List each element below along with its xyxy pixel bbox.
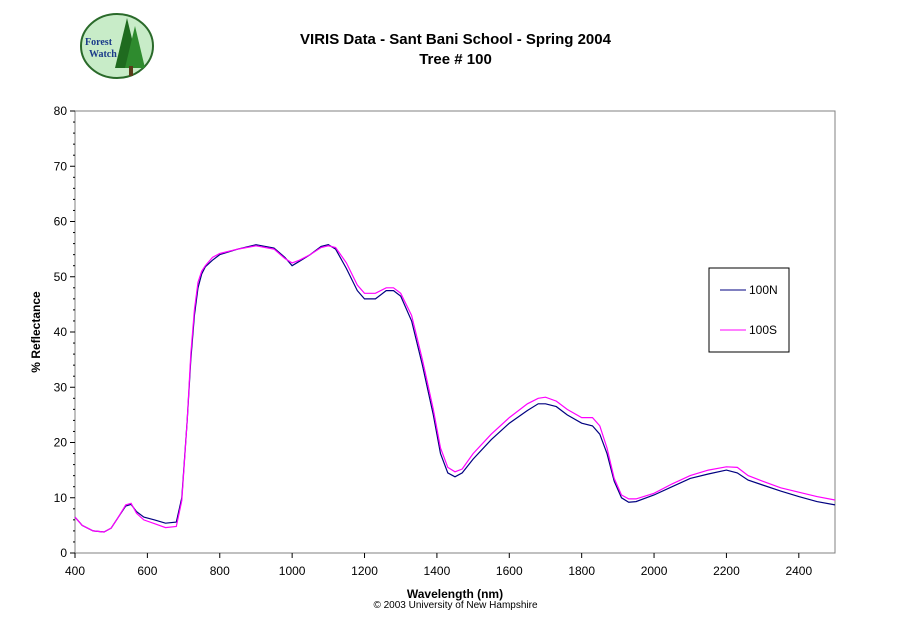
- series-lines: [74, 244, 836, 533]
- forest-watch-logo: Forest Watch: [79, 12, 155, 80]
- x-tick-label: 800: [210, 564, 230, 578]
- y-tick-label: 40: [54, 325, 68, 339]
- x-tick-label: 600: [137, 564, 157, 578]
- legend-box: [708, 267, 790, 353]
- y-tick-label: 60: [54, 215, 68, 229]
- copyright-notice: © 2003 University of New Hampshire: [373, 600, 538, 611]
- series-line-100N: [74, 244, 836, 533]
- x-tick-label: 2400: [785, 564, 812, 578]
- x-tick-label: 2200: [713, 564, 740, 578]
- x-tick-label: 1200: [351, 564, 378, 578]
- legend-label-100S: 100S: [749, 323, 777, 337]
- x-axis: 400 600 800 1000 1200 1400 1600 1800 2000 2200 240…: [65, 553, 812, 578]
- series-line-100S: [74, 245, 836, 533]
- x-tick-label: 1600: [496, 564, 523, 578]
- y-tick-label: 80: [54, 104, 68, 118]
- chart-subtitle: Tree # 100: [419, 51, 492, 68]
- y-tick-label: 0: [60, 546, 67, 560]
- svg-text:Watch: Watch: [89, 49, 117, 60]
- y-tick-label: 10: [54, 491, 68, 505]
- y-axis: 0 10 20 30 40 50 60 70 80: [54, 104, 75, 560]
- legend: 100N 100S: [708, 267, 790, 353]
- x-tick-label: 1400: [424, 564, 451, 578]
- x-tick-label: 2000: [641, 564, 668, 578]
- x-tick-label: 400: [65, 564, 85, 578]
- svg-text:Forest: Forest: [85, 37, 113, 48]
- x-tick-label: 1000: [279, 564, 306, 578]
- x-axis-label: Wavelength (nm): [407, 587, 503, 601]
- x-tick-label: 1800: [568, 564, 595, 578]
- y-tick-label: 20: [54, 436, 68, 450]
- y-tick-label: 30: [54, 380, 68, 394]
- y-axis-label: % Reflectance: [29, 291, 43, 373]
- y-tick-label: 50: [54, 270, 68, 284]
- y-tick-label: 70: [54, 159, 68, 173]
- legend-label-100N: 100N: [749, 283, 778, 297]
- chart-title: VIRIS Data - Sant Bani School - Spring 2…: [300, 31, 611, 48]
